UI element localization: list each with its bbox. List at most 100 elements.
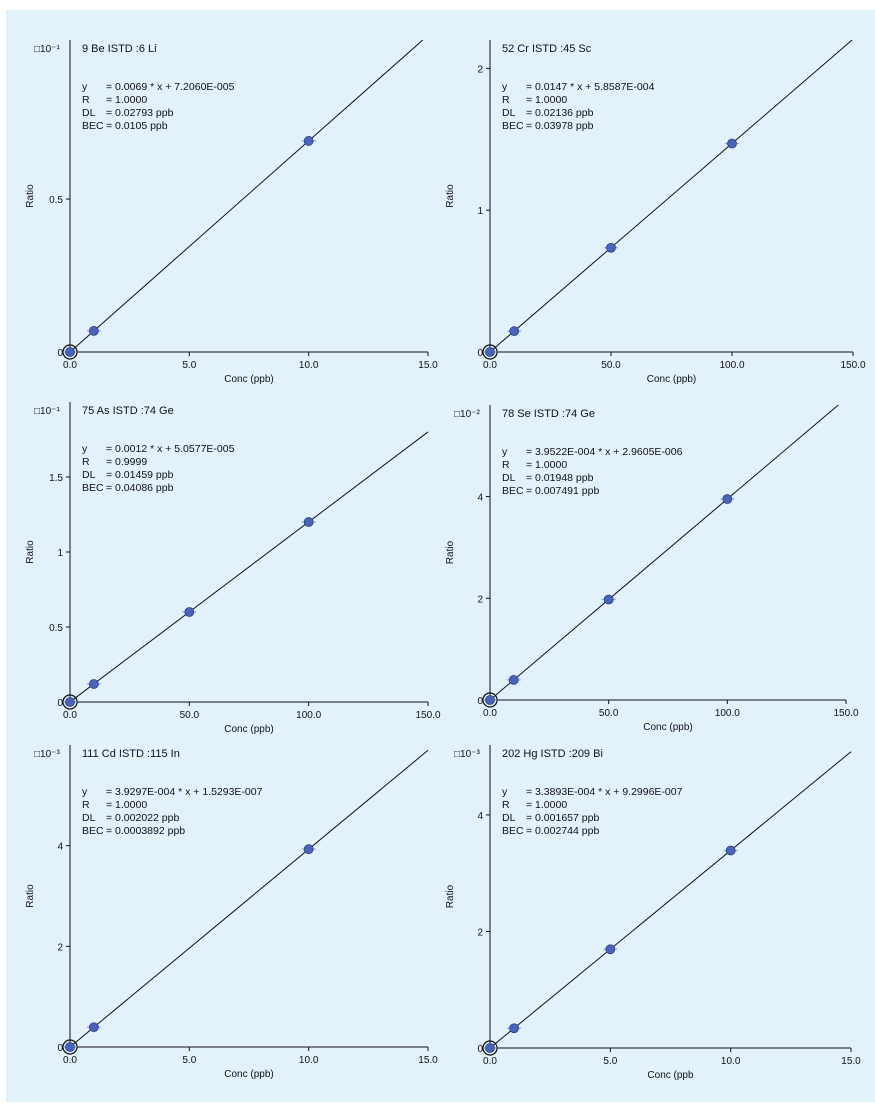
stat-value: = 0.001657 ppb [526,812,599,824]
y-scale-exponent-label: □10⁻¹ [34,406,60,417]
x-tick-label: 50.0 [599,708,619,719]
panel-title: 75 As ISTD :74 Ge [82,405,174,417]
x-tick-label: 10.0 [299,360,319,371]
x-tick-label: 50.0 [601,360,621,371]
y-tick-label: 1 [477,206,483,217]
data-point [485,347,495,357]
x-tick-label: 5.0 [182,360,196,371]
stat-value: = 0.04086 ppb [106,482,174,494]
data-point [65,347,75,357]
stat-key: BEC [502,485,524,497]
y-tick-label: 0 [57,348,63,359]
y-tick-label: 2 [57,942,63,953]
x-tick-label: 15.0 [841,1056,861,1067]
stat-key: DL [82,107,96,119]
x-tick-label: 15.0 [418,1055,438,1066]
stat-value: = 0.0069 * x + 7.2060E-005 [106,81,235,93]
stat-value: = 0.01948 ppb [526,472,594,484]
x-tick-label: 0.0 [483,360,497,371]
data-point [88,325,99,336]
data-point [485,695,495,705]
stat-value: = 3.3893E-004 * x + 9.2996E-007 [526,786,683,798]
chart-panel-4: 0.0 50.0 100.0 150.0 0 2 4 Conc (ppb) Ratio □10⁻²… [445,404,859,733]
calibration-fit-line [489,39,853,353]
x-tick-label: 10.0 [721,1056,741,1067]
x-tick-label: 0.0 [63,1055,77,1066]
data-point [603,594,614,605]
calibration-figure: 0.0 5.0 10.0 15.0 0 0.5 Conc (ppb) Ratio □10⁻¹ 9 … [6,10,875,1102]
stat-key: BEC [502,120,524,132]
stat-key: BEC [82,482,104,494]
data-point [184,607,195,617]
calibration-fit-line [69,749,429,1048]
data-point [509,1023,519,1034]
x-axis-title: Conc (ppb) [643,722,692,733]
x-tick-label: 50.0 [180,710,200,721]
panel-title: 52 Cr ISTD :45 Sc [502,43,592,55]
stat-key: DL [82,812,96,824]
stat-key: DL [502,812,516,824]
x-tick-label: 150.0 [840,360,865,371]
x-tick-label: 10.0 [299,1055,319,1066]
x-axis-title: Conc (ppb [647,1070,694,1081]
y-scale-exponent-label: □10⁻² [454,409,480,420]
y-axis-title: Ratio [25,884,36,908]
y-scale-exponent-label: □10⁻³ [454,749,480,760]
stat-key: R [502,799,510,811]
data-point [727,138,737,149]
stat-key: y [502,81,508,93]
y-tick-label: 0 [477,348,483,359]
data-point [725,845,736,856]
y-scale-exponent-label: □10⁻³ [34,749,60,760]
stat-value: = 0.002744 ppb [526,825,599,837]
y-scale-exponent-label: □10⁻¹ [34,44,60,55]
data-point [303,136,314,146]
x-tick-label: 100.0 [296,710,321,721]
x-tick-label: 100.0 [715,708,740,719]
x-tick-label: 15.0 [418,360,438,371]
stat-value: = 0.02136 ppb [526,107,594,119]
y-tick-label: 1.5 [49,473,63,484]
y-tick-label: 2 [477,594,483,605]
chart-panel-2: 0.0 50.0 100.0 150.0 0 1 2 Conc (ppb) Ratio 52 Cr… [445,39,866,385]
stat-value: = 0.007491 ppb [526,485,599,497]
stat-key: R [82,456,90,468]
panel-title: 78 Se ISTD :74 Ge [502,408,595,420]
stat-key: R [82,799,90,811]
y-tick-label: 2 [477,927,483,938]
stat-key: R [502,94,510,106]
stat-value: = 0.9999 [106,456,147,468]
stat-value: = 0.01459 ppb [106,469,174,481]
y-axis-title: Ratio [25,540,36,564]
stat-key: BEC [82,825,104,837]
stat-key: BEC [502,825,524,837]
x-tick-label: 0.0 [63,710,77,721]
y-tick-label: 0.5 [49,623,63,634]
calibration-fit-line [69,431,429,703]
calibration-fit-line [489,404,839,701]
stat-value: = 1.0000 [526,459,567,471]
data-point [65,1042,75,1052]
x-tick-label: 0.0 [483,708,497,719]
x-axis-title: Conc (ppb) [224,374,273,385]
data-point [88,679,99,689]
stat-value: = 1.0000 [526,94,567,106]
y-tick-label: 4 [57,842,63,853]
x-axis-title: Conc (ppb) [224,1069,273,1080]
chart-panel-1: 0.0 5.0 10.0 15.0 0 0.5 Conc (ppb) Ratio □10⁻¹ 9 … [25,39,438,385]
stat-value: = 0.0147 * x + 5.8587E-004 [526,81,655,93]
y-tick-label: 0 [57,698,63,709]
stat-key: y [82,81,88,93]
x-tick-label: 150.0 [415,710,440,721]
panel-title: 9 Be ISTD :6 Li [82,43,157,55]
x-axis-title: Conc (ppb) [647,374,696,385]
stat-value: = 3.9522E-004 * x + 2.9605E-006 [526,446,683,458]
calibration-fit-line [69,39,424,353]
stat-key: R [82,94,90,106]
stat-value: = 3.9297E-004 * x + 1.5293E-007 [106,786,263,798]
data-point [722,494,733,504]
stat-value: = 1.0000 [526,799,567,811]
stat-key: DL [502,472,516,484]
y-axis-title: Ratio [25,184,36,208]
